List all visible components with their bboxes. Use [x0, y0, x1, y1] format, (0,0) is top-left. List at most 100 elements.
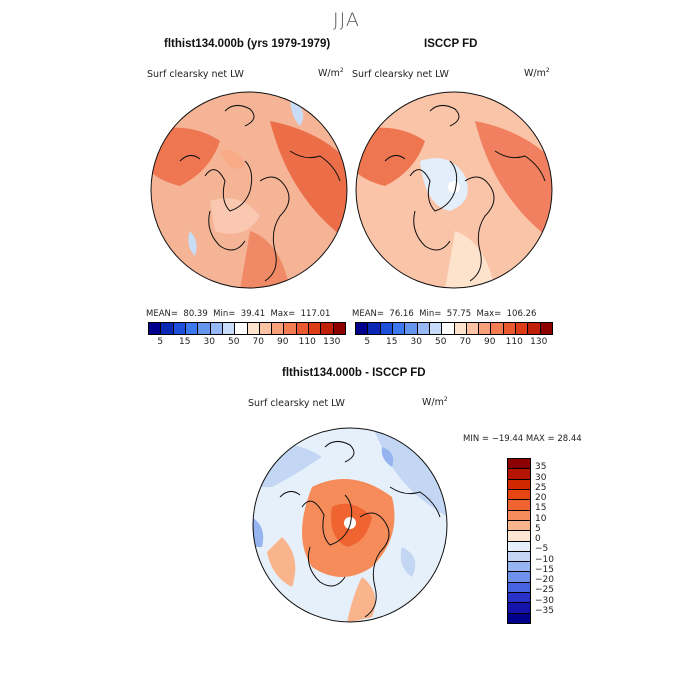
- colorbar-tick-label: 25: [535, 482, 547, 493]
- colorbar-swatch: [479, 323, 492, 334]
- colorbar-swatch: [272, 323, 285, 334]
- colorbar-tick-label: −15: [535, 564, 554, 575]
- colorbar-swatch: [380, 323, 393, 334]
- colorbar-swatch: [466, 323, 480, 334]
- colorbar-swatch: [491, 323, 504, 334]
- colorbar-swatch: [508, 593, 530, 604]
- colorbar-panel2: [355, 322, 553, 335]
- colorbar-tick-label: −35: [535, 605, 554, 616]
- panel1-units: W/m2: [318, 67, 344, 80]
- colorbar-tick-label: −20: [535, 575, 554, 585]
- colorbar-swatch: [508, 459, 530, 470]
- map-observations: [355, 91, 553, 289]
- panel2-units: W/m2: [524, 67, 550, 80]
- colorbar-swatch: [235, 323, 248, 334]
- colorbar-swatch: [508, 572, 530, 583]
- colorbar-swatch: [333, 323, 345, 334]
- colorbar-swatch: [309, 323, 322, 334]
- colorbar-swatch: [508, 551, 530, 563]
- colorbar-swatch: [356, 323, 369, 334]
- colorbar-tick-label: 110: [298, 337, 316, 347]
- colorbar-swatch: [503, 323, 517, 334]
- colorbar-swatch: [222, 323, 236, 334]
- colorbar-tick-label: 0: [535, 534, 541, 544]
- colorbar-swatch: [516, 323, 529, 334]
- map-difference: [252, 427, 448, 623]
- colorbar-swatch: [368, 323, 381, 334]
- panel2-title: ISCCP FD: [424, 38, 478, 50]
- colorbar-tick-label: 90: [277, 337, 289, 347]
- colorbar-swatch: [508, 510, 530, 521]
- colorbar-panel2-ticks: 5 15 30 50 70 90 110 130: [355, 337, 551, 349]
- colorbar-swatch: [508, 562, 530, 573]
- colorbar-swatch: [454, 323, 467, 334]
- colorbar-tick-label: 70: [252, 337, 264, 347]
- colorbar-swatch: [185, 323, 199, 334]
- panel1-stats: MEAN= 80.39 Min= 39.41 Max= 117.01: [146, 309, 331, 319]
- colorbar-difference: [507, 458, 531, 624]
- panel2-stats: MEAN= 76.16 Min= 57.75 Max= 106.26: [352, 309, 537, 319]
- colorbar-swatch: [259, 323, 273, 334]
- diff-variable: Surf clearsky net LW: [248, 398, 345, 409]
- colorbar-tick-label: 50: [435, 337, 447, 347]
- diff-minmax: MIN = −19.44 MAX = 28.44: [463, 434, 582, 444]
- colorbar-tick-label: 90: [484, 337, 496, 347]
- colorbar-swatch: [405, 323, 418, 334]
- panel2-variable: Surf clearsky net LW: [352, 69, 449, 80]
- panel1-variable: Surf clearsky net LW: [147, 69, 244, 80]
- colorbar-swatch: [508, 479, 530, 490]
- colorbar-tick-label: 15: [535, 503, 547, 514]
- colorbar-tick-label: −10: [535, 554, 554, 565]
- colorbar-tick-label: 5: [157, 337, 164, 347]
- colorbar-tick-label: 130: [530, 337, 548, 347]
- colorbar-swatch: [173, 323, 186, 334]
- colorbar-tick-label: 10: [535, 513, 547, 524]
- map-model: [150, 91, 348, 289]
- colorbar-swatch: [417, 323, 430, 334]
- colorbar-tick-label: 15: [179, 337, 191, 347]
- colorbar-swatch: [247, 323, 260, 334]
- colorbar-tick-label: 15: [386, 337, 398, 347]
- colorbar-tick-label: 5: [364, 337, 371, 347]
- colorbar-tick-label: 20: [535, 493, 547, 503]
- colorbar-swatch: [528, 323, 541, 334]
- colorbar-swatch: [429, 323, 443, 334]
- colorbar-swatch: [284, 323, 297, 334]
- colorbar-swatch: [321, 323, 334, 334]
- season-title: JJA: [333, 9, 360, 31]
- colorbar-swatch: [442, 323, 455, 334]
- colorbar-swatch: [540, 323, 552, 334]
- colorbar-tick-label: −30: [535, 595, 554, 606]
- colorbar-swatch: [508, 531, 530, 542]
- colorbar-panel1: [148, 322, 346, 335]
- diff-units: W/m2: [422, 396, 448, 409]
- colorbar-tick-label: 110: [505, 337, 523, 347]
- colorbar-swatch: [392, 323, 406, 334]
- colorbar-difference-ticks: 35 30 25 20 15 10 5 0 −5 −10 −15 −20 −25 −30 −35: [535, 458, 565, 622]
- colorbar-tick-label: 70: [459, 337, 471, 347]
- colorbar-swatch: [198, 323, 211, 334]
- colorbar-swatch: [508, 489, 530, 501]
- colorbar-swatch: [508, 613, 530, 623]
- colorbar-swatch: [508, 500, 530, 511]
- colorbar-swatch: [508, 469, 530, 480]
- diff-title: flthist134.000b - ISCCP FD: [282, 367, 426, 379]
- colorbar-panel1-ticks: 5 15 30 50 70 90 110 130: [148, 337, 344, 349]
- colorbar-tick-label: 50: [228, 337, 240, 347]
- colorbar-swatch: [210, 323, 223, 334]
- colorbar-tick-label: 30: [535, 472, 547, 483]
- colorbar-tick-label: 35: [535, 462, 547, 473]
- colorbar-swatch: [149, 323, 162, 334]
- colorbar-tick-label: −5: [535, 544, 549, 555]
- colorbar-tick-label: 5: [535, 523, 541, 534]
- colorbar-tick-label: 30: [203, 337, 215, 347]
- colorbar-swatch: [508, 520, 530, 532]
- colorbar-tick-label: −25: [535, 585, 554, 596]
- colorbar-swatch: [296, 323, 310, 334]
- colorbar-tick-label: 130: [323, 337, 341, 347]
- panel1-title: flthist134.000b (yrs 1979-1979): [164, 38, 331, 50]
- colorbar-swatch: [508, 541, 530, 552]
- colorbar-tick-label: 30: [410, 337, 422, 347]
- colorbar-swatch: [508, 603, 530, 614]
- colorbar-swatch: [508, 582, 530, 594]
